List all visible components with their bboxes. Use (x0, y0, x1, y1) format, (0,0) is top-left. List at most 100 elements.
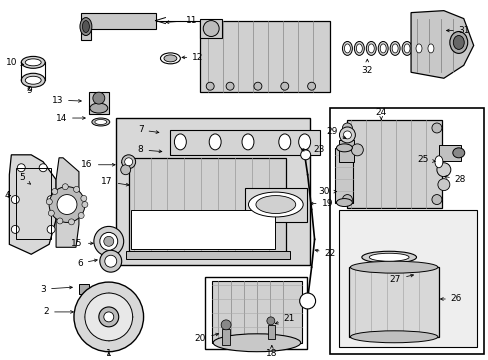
Circle shape (307, 82, 315, 90)
Ellipse shape (427, 44, 433, 53)
Polygon shape (9, 155, 56, 254)
Text: 3: 3 (41, 284, 72, 293)
Circle shape (81, 195, 87, 201)
Circle shape (93, 92, 104, 104)
Circle shape (46, 199, 52, 205)
Ellipse shape (380, 44, 386, 53)
Text: 12: 12 (182, 53, 203, 62)
Text: 18: 18 (265, 346, 277, 358)
Bar (212, 281, 301, 343)
Ellipse shape (403, 44, 409, 53)
Bar (79, 306, 89, 316)
Circle shape (99, 307, 119, 327)
Text: 21: 21 (275, 314, 295, 324)
Ellipse shape (368, 253, 408, 261)
Circle shape (47, 225, 55, 233)
Text: 27: 27 (389, 274, 413, 284)
Bar (267, 325, 274, 339)
Ellipse shape (80, 18, 92, 36)
Bar (244, 188, 306, 222)
Bar (170, 130, 319, 155)
Circle shape (11, 225, 19, 233)
Bar (222, 329, 230, 345)
Ellipse shape (163, 55, 177, 62)
Ellipse shape (344, 44, 350, 53)
Circle shape (124, 158, 132, 166)
Circle shape (94, 226, 123, 256)
Text: 8: 8 (138, 145, 162, 154)
Circle shape (431, 123, 441, 133)
Bar (125, 251, 289, 259)
Text: 29: 29 (325, 127, 346, 139)
Ellipse shape (452, 148, 464, 158)
Ellipse shape (389, 41, 399, 55)
Polygon shape (81, 13, 155, 40)
Circle shape (122, 155, 135, 169)
Text: 32: 32 (361, 59, 372, 75)
Ellipse shape (425, 41, 435, 55)
Text: 5: 5 (19, 173, 30, 184)
Ellipse shape (356, 44, 362, 53)
Bar (349, 267, 438, 337)
Circle shape (300, 150, 310, 160)
Circle shape (206, 82, 214, 90)
Circle shape (343, 131, 351, 139)
Ellipse shape (342, 41, 352, 55)
Bar (335, 148, 353, 203)
Circle shape (339, 127, 355, 143)
Text: 15: 15 (71, 239, 93, 248)
Circle shape (68, 219, 74, 225)
Text: 7: 7 (138, 125, 159, 134)
Circle shape (82, 202, 88, 207)
Circle shape (103, 237, 114, 246)
Text: 22: 22 (315, 249, 335, 258)
Ellipse shape (25, 76, 41, 84)
Circle shape (221, 320, 231, 330)
Text: 6: 6 (77, 259, 97, 268)
Text: 1: 1 (106, 349, 111, 358)
Ellipse shape (278, 134, 290, 150)
Ellipse shape (209, 134, 221, 150)
Bar (130, 210, 274, 249)
Text: 28: 28 (444, 175, 465, 184)
Bar (89, 92, 108, 114)
Circle shape (203, 21, 219, 36)
Circle shape (431, 195, 441, 204)
Text: 2: 2 (43, 307, 73, 316)
Ellipse shape (354, 41, 364, 55)
Bar (200, 19, 222, 39)
Circle shape (266, 317, 274, 325)
Ellipse shape (90, 103, 107, 113)
Circle shape (47, 195, 55, 203)
Circle shape (437, 179, 449, 190)
Bar (128, 158, 285, 252)
Ellipse shape (401, 41, 411, 55)
Ellipse shape (336, 144, 352, 152)
Circle shape (436, 163, 450, 177)
Ellipse shape (336, 199, 352, 207)
Circle shape (225, 82, 234, 90)
Text: 4: 4 (4, 191, 10, 200)
Text: 11: 11 (166, 16, 198, 25)
Circle shape (121, 165, 130, 175)
Ellipse shape (92, 118, 109, 126)
Circle shape (74, 282, 143, 352)
Ellipse shape (21, 57, 45, 68)
Text: 24: 24 (375, 108, 386, 120)
Ellipse shape (434, 156, 442, 168)
Circle shape (351, 144, 363, 156)
Polygon shape (410, 11, 473, 78)
Ellipse shape (21, 73, 45, 87)
Ellipse shape (213, 334, 300, 352)
Polygon shape (56, 158, 79, 247)
Ellipse shape (298, 134, 310, 150)
Ellipse shape (248, 192, 303, 217)
Circle shape (85, 293, 132, 341)
Text: 14: 14 (56, 113, 85, 122)
Ellipse shape (160, 53, 180, 64)
Ellipse shape (95, 120, 106, 125)
Circle shape (78, 212, 84, 219)
Ellipse shape (452, 36, 463, 49)
Ellipse shape (350, 331, 437, 343)
Ellipse shape (367, 44, 373, 53)
